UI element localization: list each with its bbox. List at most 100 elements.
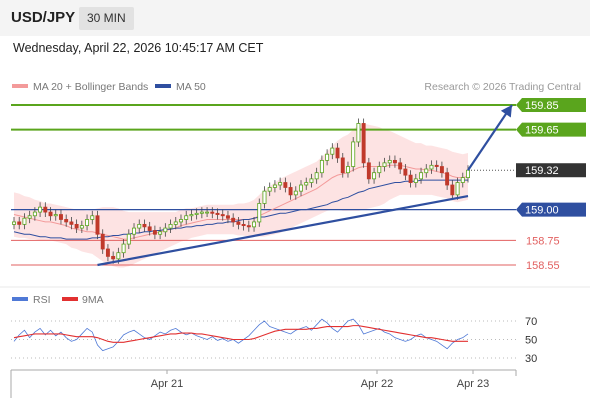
candle-body <box>53 214 58 217</box>
candle <box>199 207 204 219</box>
candle <box>43 202 48 217</box>
ma20-legend-swatch <box>12 84 28 88</box>
candle <box>137 219 142 233</box>
ma50-legend-swatch <box>155 84 171 88</box>
candle-body <box>126 233 131 245</box>
candle-body <box>408 174 413 183</box>
candle <box>377 161 382 178</box>
candle-body <box>283 182 288 188</box>
candle-body <box>121 243 126 254</box>
candle-body <box>189 214 194 217</box>
candle-body <box>372 172 377 180</box>
candle <box>105 244 110 262</box>
candle <box>173 217 178 230</box>
candle <box>398 157 403 174</box>
candle <box>100 229 105 254</box>
candle <box>450 180 455 200</box>
timeframe-button[interactable]: 30 MIN <box>79 7 134 30</box>
rsi-tick-30: 30 <box>525 353 537 365</box>
candle-body <box>340 157 345 174</box>
candle <box>126 229 131 249</box>
candle-body <box>210 211 215 214</box>
moving-averages <box>13 164 469 240</box>
candle-body <box>330 147 335 155</box>
candle-body <box>466 169 470 179</box>
rsi-ma9-line <box>13 325 468 343</box>
candle <box>64 214 69 227</box>
candle-body <box>142 223 147 228</box>
candle-body <box>215 212 220 215</box>
candle-body <box>398 162 403 170</box>
candle-body <box>22 217 27 225</box>
candle <box>272 180 277 193</box>
candle-body <box>32 211 37 217</box>
candle-body <box>356 123 361 143</box>
candle <box>179 214 183 227</box>
candle-body <box>252 221 257 228</box>
candle <box>210 207 215 219</box>
bollinger-band-area <box>14 123 468 268</box>
candle-body <box>288 187 293 196</box>
header-bar: USD/JPY 30 MIN <box>0 0 590 36</box>
candle <box>121 239 126 258</box>
candle <box>460 172 465 188</box>
candle <box>288 182 293 200</box>
ma9-legend-label: 9MA <box>82 294 104 306</box>
level-tag-159-85 <box>516 98 586 112</box>
candle <box>205 207 210 217</box>
candle-body <box>241 223 246 227</box>
candle <box>231 213 236 227</box>
candle-body <box>17 221 22 225</box>
candle <box>38 202 43 217</box>
candle-body <box>194 212 199 215</box>
candle <box>372 167 377 184</box>
ma9-legend-swatch <box>62 297 78 301</box>
level-tag-159-65 <box>516 122 586 137</box>
candle-body <box>137 223 142 229</box>
candle-body <box>74 223 79 229</box>
candle <box>335 143 340 163</box>
candle-body <box>12 221 16 225</box>
candle <box>27 210 32 224</box>
candle <box>429 160 434 174</box>
candle-body <box>27 215 32 219</box>
candle <box>293 186 298 200</box>
x-tick-label-apr21: Apr 21 <box>151 378 183 390</box>
candle <box>257 198 262 227</box>
trendline-arrowhead <box>500 105 512 118</box>
candle-body <box>434 164 439 167</box>
candle-body <box>272 184 277 188</box>
candle-body <box>111 255 116 260</box>
candle <box>314 167 319 184</box>
rsi-legend-label: RSI <box>33 294 51 306</box>
candle <box>194 208 199 220</box>
candle-body <box>163 227 168 233</box>
candle-body <box>152 230 157 235</box>
candle <box>387 155 392 168</box>
level-lines <box>11 104 516 266</box>
level-label-158-75: 158.75 <box>526 235 560 247</box>
candle-body <box>439 166 444 174</box>
candle <box>445 167 450 190</box>
candle-body <box>429 164 434 170</box>
bollinger-bands <box>14 123 468 268</box>
level-tag-159-00 <box>516 202 586 217</box>
candle <box>252 217 257 232</box>
trendlines <box>97 104 513 267</box>
candle-body <box>460 177 465 183</box>
ma50-legend-label: MA 50 <box>176 81 206 93</box>
candle-body <box>392 159 397 164</box>
main-legend: MA 20 + Bollinger Bands MA 50 Research ©… <box>12 81 581 93</box>
candle <box>346 161 350 178</box>
candle <box>330 143 335 160</box>
trendline-0 <box>97 194 469 267</box>
candle-body <box>132 227 136 235</box>
candles <box>12 118 470 264</box>
candle <box>132 223 136 240</box>
candle-body <box>314 172 319 180</box>
candle <box>366 157 371 184</box>
candle-body <box>403 168 408 176</box>
candle <box>95 210 100 240</box>
candle <box>356 118 361 147</box>
candle-body <box>325 153 330 161</box>
